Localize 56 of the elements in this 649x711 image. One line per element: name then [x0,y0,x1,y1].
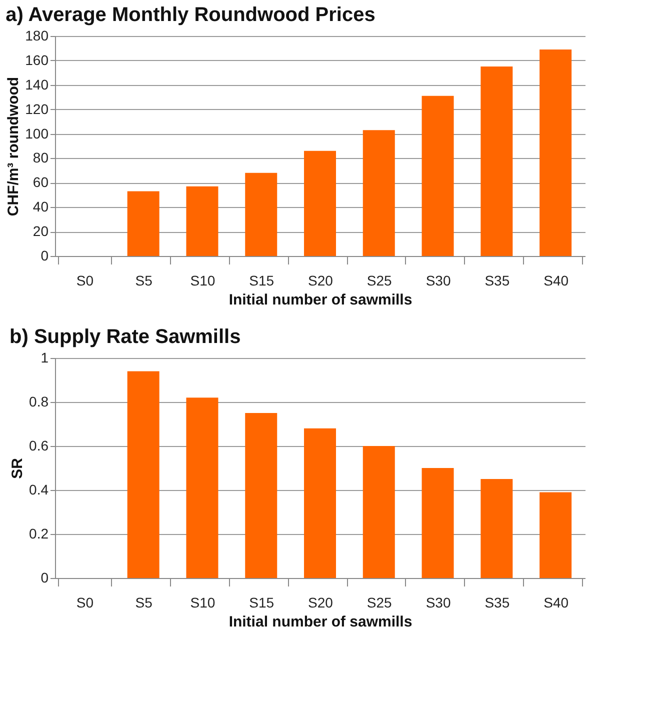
bar [127,191,160,256]
y-tick-label: 40 [32,198,49,215]
y-tick-label: 100 [25,125,49,142]
x-tick-label: S20 [308,272,334,288]
x-tick-label: S15 [249,272,274,288]
x-axis-title: Initial number of sawmills [228,292,412,308]
x-tick-label: S10 [190,272,216,288]
x-tick-label: S5 [135,594,153,610]
y-tick-label: 0 [40,570,49,586]
bar [422,96,454,256]
x-tick-label: S0 [76,272,94,288]
bar [186,398,218,578]
bar [245,172,278,256]
x-tick-label: S30 [426,594,451,610]
y-tick-label: 1 [40,350,49,366]
y-tick-label: 60 [32,174,49,190]
y-tick-label: 0.4 [29,482,49,498]
x-tick-label: S40 [544,594,569,610]
y-tick-label: 120 [25,100,49,117]
y-tick-label: 140 [25,76,49,92]
x-tick-label: S40 [544,272,569,288]
y-tick-label: 0.8 [29,394,49,410]
x-tick-label: S15 [249,594,274,610]
bar [304,150,336,256]
bar [480,66,513,256]
y-tick-label: 160 [25,52,49,68]
y-tick-label: 0.2 [29,526,49,542]
chart-title: b) Supply Rate Sawmills [10,326,241,348]
x-tick-label: S35 [484,272,510,288]
y-axis-title: CHF/m³ roundwood [5,76,22,216]
x-tick-label: S5 [135,272,153,288]
bar [304,428,336,578]
chart-title: a) Average Monthly Roundwood Prices [6,4,376,26]
x-tick-label: S30 [426,272,451,288]
y-tick-label: 0 [40,248,49,264]
y-tick-label: 180 [25,28,49,44]
y-tick-label: 20 [32,223,49,240]
y-tick-label: 80 [32,150,49,166]
bar [127,371,160,578]
bar [540,49,572,256]
bar [245,413,278,578]
bar [480,479,513,578]
x-axis-title: Initial number of sawmills [228,614,412,630]
bar [422,468,454,578]
x-tick-label: S35 [484,594,510,610]
x-tick-label: S10 [190,594,216,610]
bar [362,446,395,578]
bar [186,186,218,256]
y-axis-title: SR [9,458,26,479]
y-tick-label: 0.6 [29,438,49,454]
x-tick-label: S0 [76,594,94,610]
x-tick-label: S25 [366,272,392,288]
bar [362,130,395,256]
x-tick-label: S25 [366,594,392,610]
x-tick-label: S20 [308,594,334,610]
bar [540,492,572,578]
